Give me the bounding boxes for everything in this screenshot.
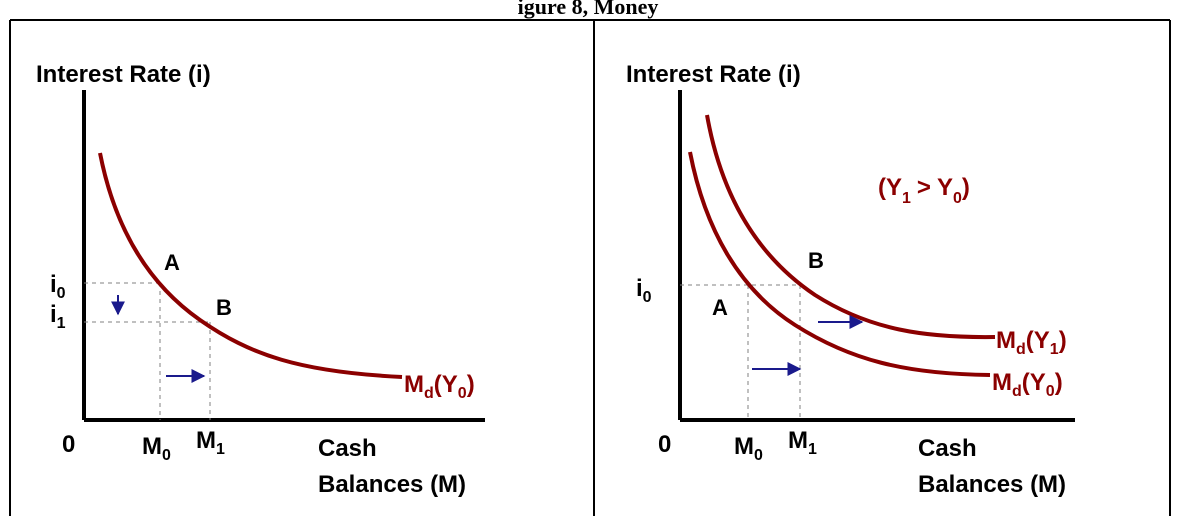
left-panel: Interest Rate (i) A B i0 i1 0 M0 M1 Cash…	[36, 61, 485, 498]
right-y-axis-label: Interest Rate (i)	[626, 61, 801, 88]
left-point-a: A	[164, 250, 180, 275]
left-guide-lines	[84, 282, 211, 420]
right-origin: 0	[658, 431, 671, 458]
left-x-axis-label-line1: Cash	[318, 435, 377, 462]
right-money-demand-curve-y0	[688, 151, 991, 377]
left-tick-m0: M0	[142, 433, 171, 464]
right-point-a: A	[712, 295, 728, 320]
left-tick-i1: i1	[50, 301, 66, 332]
right-curve-label-y0: Md(Y0)	[992, 369, 1063, 400]
right-point-b: B	[808, 248, 824, 273]
left-origin: 0	[62, 431, 75, 458]
left-point-b: B	[216, 295, 232, 320]
condition-label: (Y1 > Y0)	[878, 174, 970, 207]
left-x-axis-label-line2: Balances (M)	[318, 471, 466, 498]
right-x-axis-label-line2: Balances (M)	[918, 471, 1066, 498]
right-x-axis-label-line1: Cash	[918, 435, 977, 462]
left-tick-i0: i0	[50, 271, 66, 302]
figure-title: igure 8, Money	[518, 0, 659, 19]
right-guide-lines	[680, 284, 801, 420]
left-tick-m1: M1	[196, 427, 225, 458]
right-panel: Interest Rate (i) (Y1 > Y0) B A i0 0 M0 M1…	[626, 61, 1075, 498]
right-money-demand-curve-y1	[705, 114, 996, 340]
left-money-demand-curve	[98, 152, 403, 379]
left-curve-label: Md(Y0)	[404, 371, 475, 402]
right-tick-m0: M0	[734, 433, 763, 464]
right-tick-m1: M1	[788, 427, 817, 458]
left-y-axis-label: Interest Rate (i)	[36, 61, 211, 88]
right-curve-label-y1: Md(Y1)	[996, 327, 1067, 358]
right-tick-i0: i0	[636, 275, 652, 306]
